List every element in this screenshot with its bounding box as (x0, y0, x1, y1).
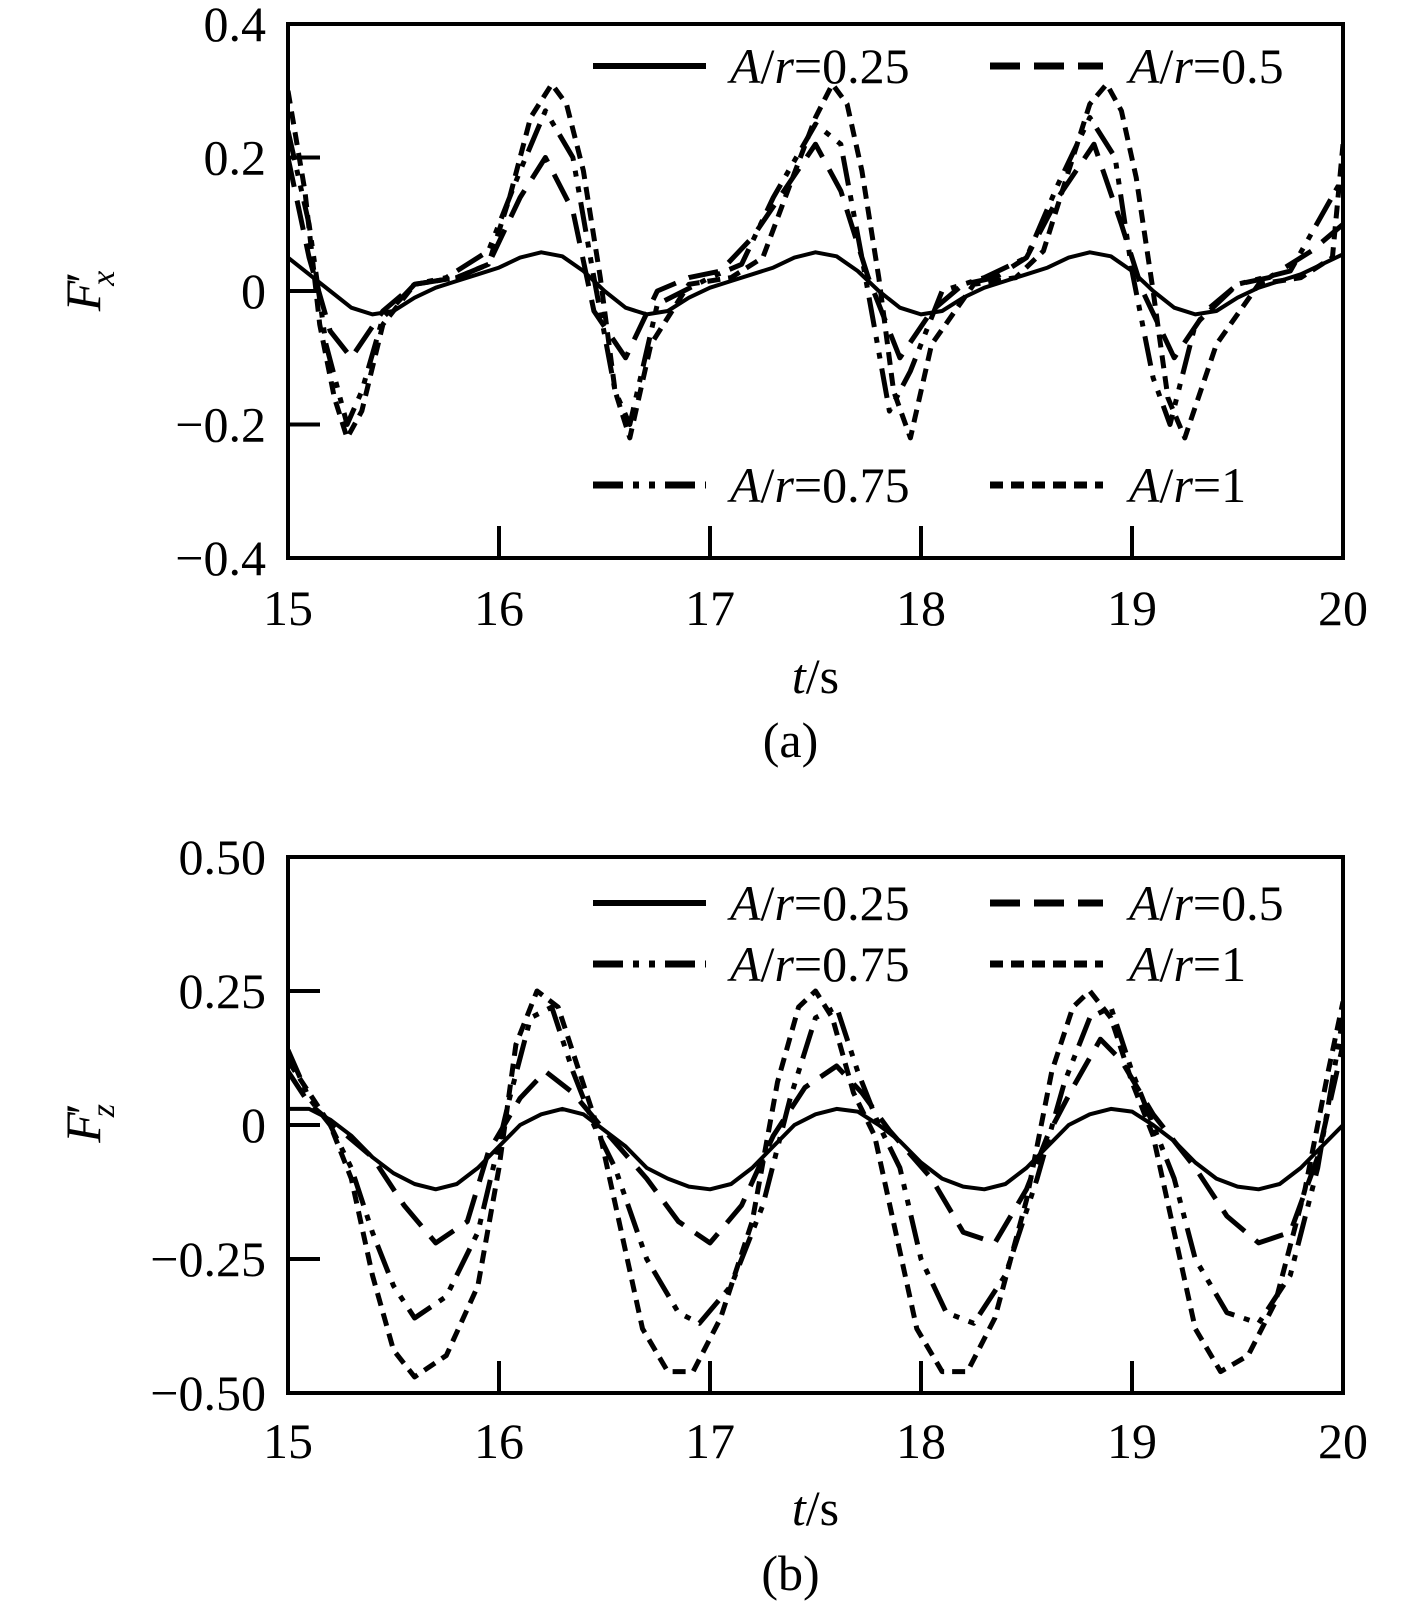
y-tick-label: 0.4 (204, 0, 267, 52)
y-tick-label: 0.2 (204, 130, 267, 186)
x-tick-label: 15 (263, 580, 313, 636)
series-line-dash (288, 141, 1343, 361)
y-tick-label: 0.25 (179, 963, 267, 1019)
legend-label: A/r=0.5 (1126, 875, 1284, 931)
series-line-solid (288, 1106, 1343, 1192)
y-tick-label: 0.50 (179, 829, 267, 885)
series-line-dashdot (288, 108, 1343, 427)
panel-label: (b) (761, 1545, 819, 1601)
y-tick-label: −0.25 (150, 1231, 266, 1287)
y-tick-label: 0 (241, 1097, 266, 1153)
x-tick-label: 18 (896, 580, 946, 636)
legend-label: A/r=1 (1126, 936, 1246, 992)
legend-label: A/r=1 (1126, 457, 1246, 513)
legend-label: A/r=0.25 (727, 38, 910, 94)
panel-label: (a) (763, 712, 819, 768)
x-tick-label: 15 (263, 1413, 313, 1469)
y-tick-label: −0.4 (175, 530, 266, 586)
chart-panel-a: 0.4 0.2 0 −0.2 −0.415 16 17 18 19 20 t/s F′x (a) A/r=… (55, 0, 1368, 768)
y-tick-label: 0 (241, 263, 266, 319)
legend-label: A/r=0.5 (1126, 38, 1284, 94)
x-tick-label: 20 (1318, 1413, 1368, 1469)
legend-label: A/r=0.25 (727, 875, 910, 931)
x-tick-label: 19 (1107, 580, 1157, 636)
x-tick-label: 16 (474, 580, 524, 636)
legend: A/r=0.25 A/r=0.5 A/r=0.75 A/r=1 (593, 875, 1284, 992)
legend-label: A/r=0.75 (727, 936, 910, 992)
y-axis-label: F′x (55, 271, 122, 313)
series-line-dot (288, 988, 1343, 1380)
series-line-dot (288, 81, 1343, 441)
y-tick-label: −0.50 (150, 1365, 266, 1421)
x-tick-label: 19 (1107, 1413, 1157, 1469)
x-tick-label: 20 (1318, 580, 1368, 636)
y-tick-label: −0.2 (175, 397, 266, 453)
x-tick-label: 17 (685, 580, 735, 636)
x-axis-label: t/s (792, 1480, 839, 1536)
x-tick-label: 17 (685, 1413, 735, 1469)
legend: A/r=0.25 A/r=0.5 A/r=0.75 A/r=1 (593, 38, 1284, 513)
x-tick-label: 16 (474, 1413, 524, 1469)
series-line-solid (288, 250, 1343, 317)
series-line-dashdot (288, 1004, 1343, 1326)
x-tick-label: 18 (896, 1413, 946, 1469)
series-line-dash (288, 1036, 1343, 1246)
x-axis-label: t/s (792, 648, 839, 704)
y-axis-label: F′z (55, 1103, 122, 1143)
legend-label: A/r=0.75 (727, 457, 910, 513)
